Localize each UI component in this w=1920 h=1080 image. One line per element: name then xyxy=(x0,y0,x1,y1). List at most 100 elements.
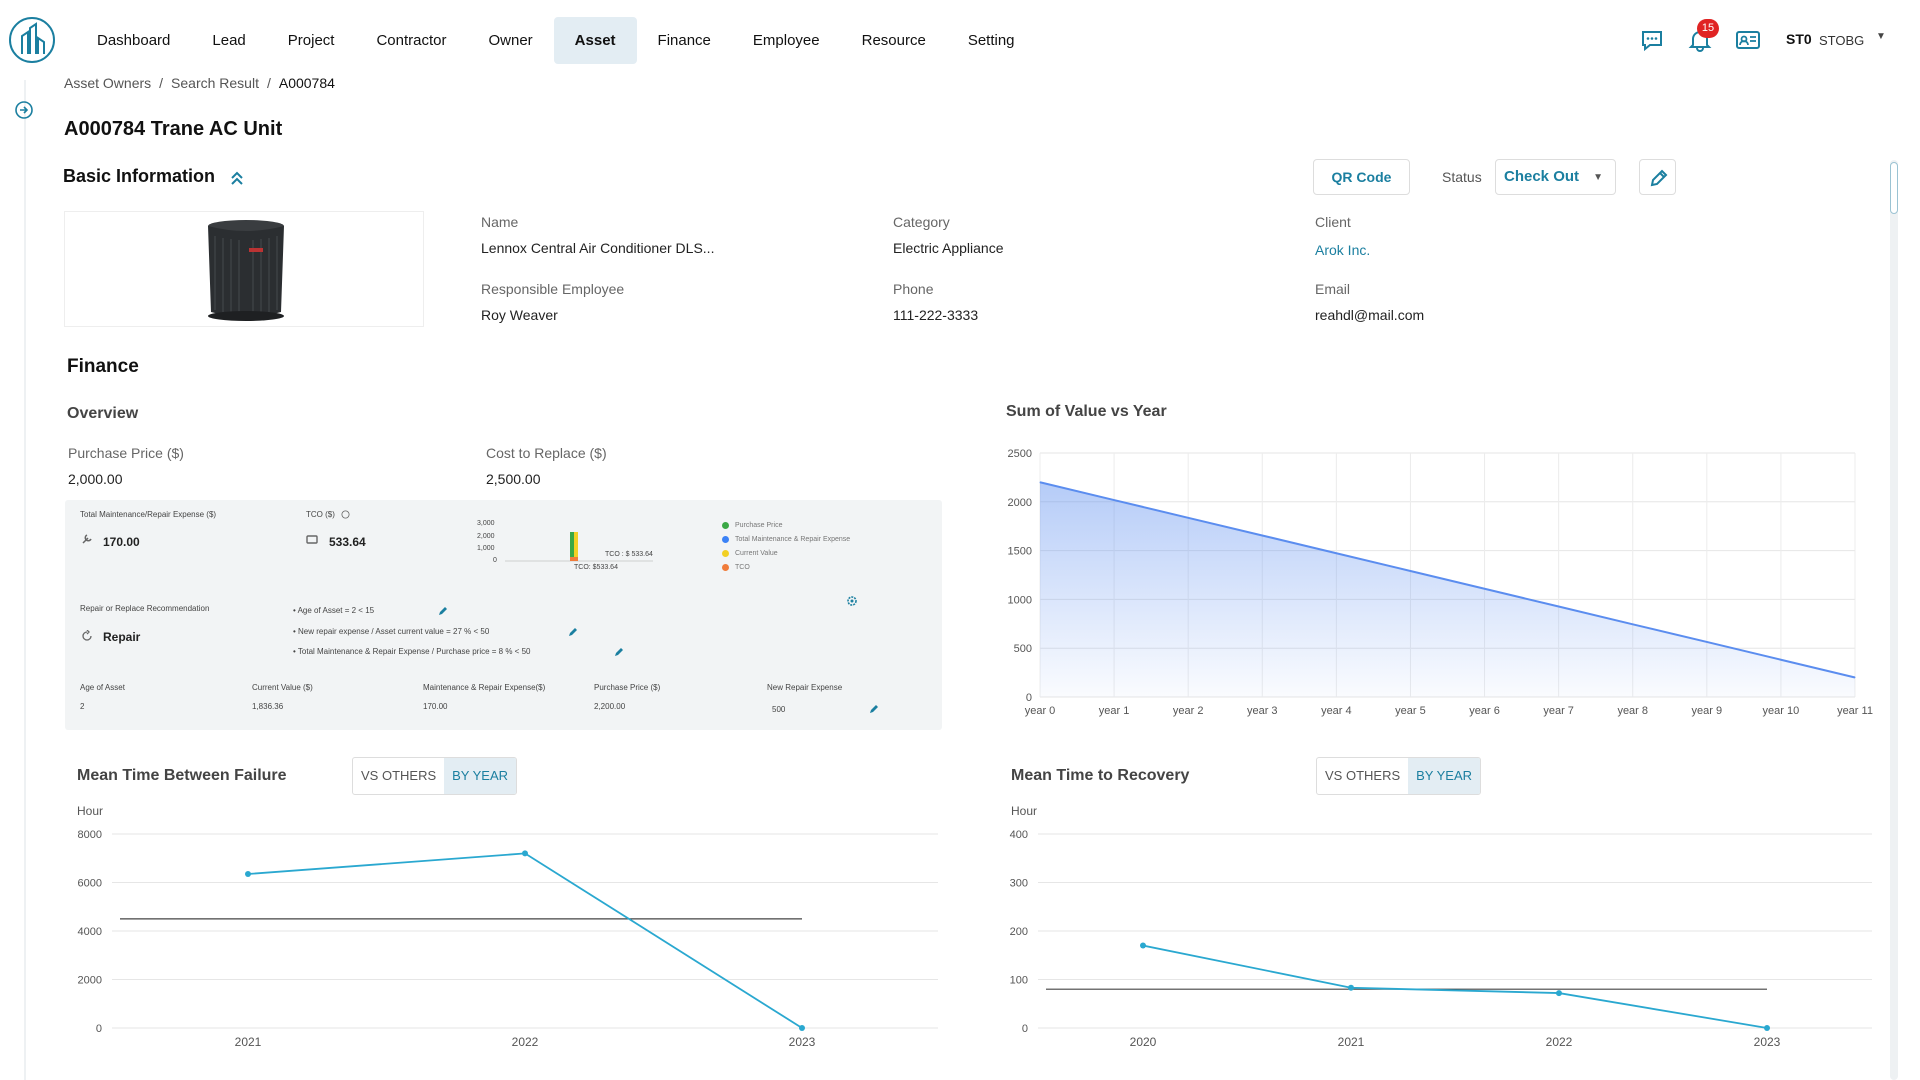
status-label: Status xyxy=(1442,169,1482,185)
nav-resource[interactable]: Resource xyxy=(861,32,926,49)
nav-finance[interactable]: Finance xyxy=(657,32,711,49)
y-tick-label: 1000 xyxy=(1008,594,1032,606)
mini-legend: Purchase Price Total Maintenance & Repai… xyxy=(722,518,850,574)
nav-dashboard[interactable]: Dashboard xyxy=(97,32,171,49)
wrench-icon xyxy=(82,534,92,544)
email-label: Email xyxy=(1315,281,1351,297)
overview-title: Overview xyxy=(67,405,139,422)
mtbf-y-unit: Hour xyxy=(77,804,104,818)
y-tick-label: 300 xyxy=(1010,878,1028,890)
nav-contractor[interactable]: Contractor xyxy=(376,32,447,49)
nav-asset[interactable]: Asset xyxy=(553,17,637,64)
edit-rule-icon[interactable] xyxy=(438,606,448,616)
data-point xyxy=(1348,984,1354,991)
breadcrumb-separator: / xyxy=(159,75,164,91)
employee-value: Roy Weaver xyxy=(481,307,558,323)
new-repair-value: 500 xyxy=(772,705,786,714)
scrollbar-track[interactable] xyxy=(1890,160,1898,1080)
edit-button[interactable] xyxy=(1639,159,1676,195)
mttr-by-year-tab[interactable]: BY YEAR xyxy=(1408,758,1481,794)
mini-bar-tco xyxy=(570,557,578,561)
app-logo-icon[interactable] xyxy=(8,16,56,64)
edit-rule-icon[interactable] xyxy=(568,627,578,637)
settings-gear-icon[interactable] xyxy=(846,595,858,607)
chat-icon[interactable] xyxy=(1639,28,1665,52)
client-link[interactable]: Arok Inc. xyxy=(1315,242,1371,258)
phone-label: Phone xyxy=(893,281,934,297)
y-tick-label: 2500 xyxy=(1008,448,1032,460)
purchase-price-label: Purchase Price ($) xyxy=(68,445,184,461)
mini-tick: 0 xyxy=(493,557,497,564)
y-tick-label: 0 xyxy=(1022,1023,1028,1035)
nav-lead[interactable]: Lead xyxy=(212,32,246,49)
legend-swatch xyxy=(722,549,729,557)
info-icon[interactable] xyxy=(341,510,350,519)
name-label: Name xyxy=(481,214,519,230)
basic-info-title: Basic Information xyxy=(63,166,216,186)
rule-item: • Total Maintenance & Repair Expense / P… xyxy=(293,647,531,656)
mtbf-by-year-tab[interactable]: BY YEAR xyxy=(444,758,517,794)
category-value: Electric Appliance xyxy=(893,240,1004,256)
edit-rule-icon[interactable] xyxy=(614,647,624,657)
scrollbar-thumb[interactable] xyxy=(1890,162,1898,214)
purchase-label: Purchase Price ($) xyxy=(594,683,661,692)
breadcrumb-asset-owners[interactable]: Asset Owners xyxy=(64,75,152,91)
user-avatar[interactable]: ST0 xyxy=(1786,31,1812,47)
purchase-value: 2,200.00 xyxy=(594,702,626,711)
data-point xyxy=(522,850,528,857)
value-line xyxy=(1039,481,1856,679)
category-label: Category xyxy=(893,214,950,230)
x-tick-label: 2021 xyxy=(1338,1035,1365,1049)
user-menu-caret-icon[interactable]: ▼ xyxy=(1876,31,1886,42)
contact-card-icon[interactable] xyxy=(1735,28,1761,52)
phone-value: 111-222-3333 xyxy=(893,307,979,323)
status-select[interactable]: Check Out ▼ xyxy=(1495,159,1616,195)
value-point xyxy=(1187,517,1189,519)
x-tick-label: year 0 xyxy=(1025,705,1056,717)
sidebar-expand-icon[interactable] xyxy=(14,100,34,120)
x-tick-label: 2020 xyxy=(1130,1035,1157,1049)
client-label: Client xyxy=(1315,214,1351,230)
y-tick-label: 0 xyxy=(1026,692,1032,704)
pencil-icon xyxy=(1650,169,1668,187)
tco-mini-chart xyxy=(505,532,653,562)
ac-unit-image xyxy=(208,220,284,321)
y-tick-label: 2000 xyxy=(1008,497,1032,509)
main-nav: Dashboard Lead Project Contractor Owner Asset… xyxy=(76,17,1036,64)
x-tick-label: 2023 xyxy=(1754,1035,1781,1049)
name-value: Lennox Central Air Conditioner DLS... xyxy=(481,240,715,256)
nav-setting[interactable]: Setting xyxy=(967,32,1015,49)
edit-repair-expense-icon[interactable] xyxy=(869,704,879,714)
mtbf-vs-others-tab[interactable]: VS OTHERS xyxy=(361,768,437,783)
data-point xyxy=(799,1025,805,1031)
x-tick-label: year 3 xyxy=(1247,705,1278,717)
value-point xyxy=(1854,676,1856,678)
age-label: Age of Asset xyxy=(80,683,125,692)
y-tick-label: 200 xyxy=(1010,926,1028,938)
mttr-vs-others-tab[interactable]: VS OTHERS xyxy=(1325,768,1401,783)
breadcrumb-search-result[interactable]: Search Result xyxy=(171,75,259,91)
nav-project[interactable]: Project xyxy=(287,32,335,49)
y-tick-label: 400 xyxy=(1010,829,1028,841)
x-tick-label: year 7 xyxy=(1543,705,1574,717)
collapse-section-icon[interactable] xyxy=(229,169,245,187)
legend-maintenance: Total Maintenance & Repair Expense xyxy=(735,535,851,543)
mttr-toggle: VS OTHERS BY YEAR xyxy=(1316,757,1482,795)
y-tick-label: 1500 xyxy=(1008,546,1032,558)
maint-repair-value: 170.00 xyxy=(423,702,448,711)
page-title: A000784 Trane AC Unit xyxy=(64,118,283,140)
mini-bar-current xyxy=(574,532,578,560)
qr-code-button[interactable]: QR Code xyxy=(1313,159,1410,195)
chevron-down-icon: ▼ xyxy=(1593,172,1603,183)
mttr-chart: 400 300 200 100 0 2020 2021 2022 2023 xyxy=(1010,829,1872,1049)
user-name[interactable]: STOBG xyxy=(1819,33,1865,48)
x-tick-label: 2021 xyxy=(235,1035,262,1049)
x-tick-label: 2022 xyxy=(512,1035,539,1049)
value-point xyxy=(1335,552,1337,554)
nav-employee[interactable]: Employee xyxy=(752,32,820,49)
rule-item: • New repair expense / Asset current val… xyxy=(293,627,490,636)
mttr-y-unit: Hour xyxy=(1011,804,1038,818)
nav-owner[interactable]: Owner xyxy=(488,32,533,49)
sidebar-rail xyxy=(24,80,26,1080)
